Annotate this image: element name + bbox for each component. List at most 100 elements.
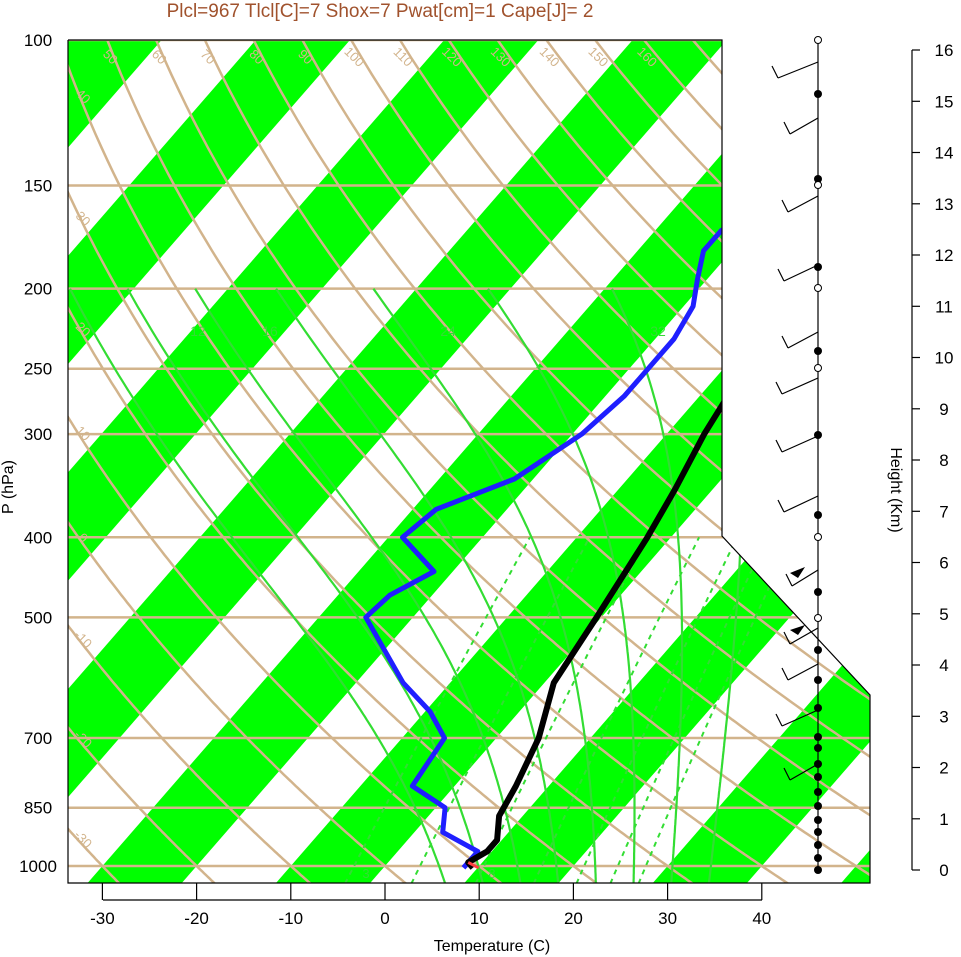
wind-barb [783,495,819,513]
dry-adiabat-line [68,40,694,883]
wind-level-circle [814,533,822,541]
temperature-tick-label: 20 [564,909,583,928]
dry-adiabat-line [243,40,870,883]
height-tick-label: 16 [935,41,954,60]
wind-barb-pennant [790,625,805,635]
mixing-ratio-label: 8 [488,866,495,881]
temperature-tick-label: 0 [380,909,389,928]
height-tick-label: 2 [939,759,948,778]
moist-adiabat-label: 16 [262,323,278,339]
wind-barb-feather [781,335,789,349]
temperature-tick-label: 40 [752,909,771,928]
pressure-tick-label: 700 [24,729,52,748]
mixing-ratio-line [532,536,700,883]
height-tick-label: 10 [935,349,954,368]
wind-barb-feather [785,573,793,587]
moist-adiabat-line [487,288,636,883]
mixing-ratio-line [344,536,531,883]
chart-title: Plcl=967 Tlcl[C]=7 Shox=7 Pwat[cm]=1 Cap… [167,1,594,22]
height-tick-label: 3 [939,707,948,726]
moist-adiabat-line [611,288,684,883]
dry-adiabat-label: -10 [71,627,95,651]
wind-barb-feather [783,631,791,645]
wind-barb [777,61,819,79]
wind-level-dot [814,788,822,796]
wind-level-dot [814,841,822,849]
mixing-ratio-line [637,536,794,883]
temperature-tick-label: 30 [658,909,677,928]
dry-adiabat-line [68,40,789,883]
wind-barb [787,663,819,681]
wind-level-dot [814,866,822,874]
isotherm-band [68,40,350,883]
dry-adiabat-label: -30 [71,827,95,851]
dry-adiabat-line [147,40,870,883]
wind-barb-feather [781,199,789,213]
wind-barb [781,435,819,453]
wind-barb-feather [783,767,791,781]
height-axis-label: Height (Km) [887,447,904,532]
dry-adiabat-line [0,22,24,884]
wind-barb [789,627,819,645]
wind-level-dot [814,588,822,596]
pressure-tick-label: 200 [24,280,52,299]
moist-adiabat-line [275,288,560,883]
moist-adiabat-label: 24 [440,323,456,339]
wind-level-dot [814,816,822,824]
parcel-segment [467,861,480,870]
wind-barb [789,117,819,135]
wind-barb-feather [775,713,783,727]
dry-adiabat-line [195,40,870,883]
pressure-tick-label: 100 [24,31,52,50]
dry-adiabat-label: 10 [73,423,94,444]
isotherm-bands [68,40,870,883]
temperature-tick-label: -20 [184,909,209,928]
wind-barb-feather [777,499,785,513]
dry-adiabat-line [68,40,503,883]
pressure-tick-label: 150 [24,177,52,196]
wind-barb-feather [781,667,789,681]
pressure-tick-label: 400 [24,528,52,547]
moist-adiabat-label: 32 [650,323,666,339]
isotherm-band [87,40,870,883]
wind-level-dot [814,802,822,810]
wind-level-dot [814,347,822,355]
y-axis-label: P (hPa) [0,460,17,514]
plot-frame [67,39,871,884]
moist-adiabats [69,288,744,883]
dry-adiabat-label: 110 [391,44,416,69]
mixing-ratio-line [575,536,739,883]
wind-level-dot [814,511,822,519]
mixing-ratio-line [609,536,769,883]
wind-level-dot [814,733,822,741]
moist-adiabat-line [69,288,447,883]
moist-adiabat-line [194,288,522,883]
moist-adiabat-label: 12 [190,323,206,339]
wind-barb-feather [775,381,783,395]
wind-barb [781,377,819,395]
wind-profile [771,36,822,874]
wind-barb-feather [775,439,783,453]
dry-adiabat-line [68,40,407,883]
height-tick-label: 1 [939,810,948,829]
wind-barb [791,569,819,587]
height-tick-label: 11 [935,297,953,316]
wind-level-circle [814,364,822,372]
wind-level-circle [814,614,822,622]
wind-level-dot [814,676,822,684]
wind-level-circle [814,284,822,292]
pressure-tick-label: 1000 [19,857,57,876]
height-tick-label: 8 [939,451,948,470]
pressure-tick-label: 250 [24,360,52,379]
wind-level-dot [814,263,822,271]
mixing-ratio-label: 3 [362,866,369,881]
wind-barb [787,331,819,349]
height-tick-label: 9 [939,400,948,419]
wind-level-circle [814,181,822,189]
dry-adiabat-label: 150 [585,44,611,70]
temperature-tick-label: -10 [279,909,304,928]
height-tick-label: 0 [939,861,948,880]
wind-level-dot [814,854,822,862]
dry-adiabat-line [68,40,216,883]
temperature-tick-label: -30 [90,909,115,928]
